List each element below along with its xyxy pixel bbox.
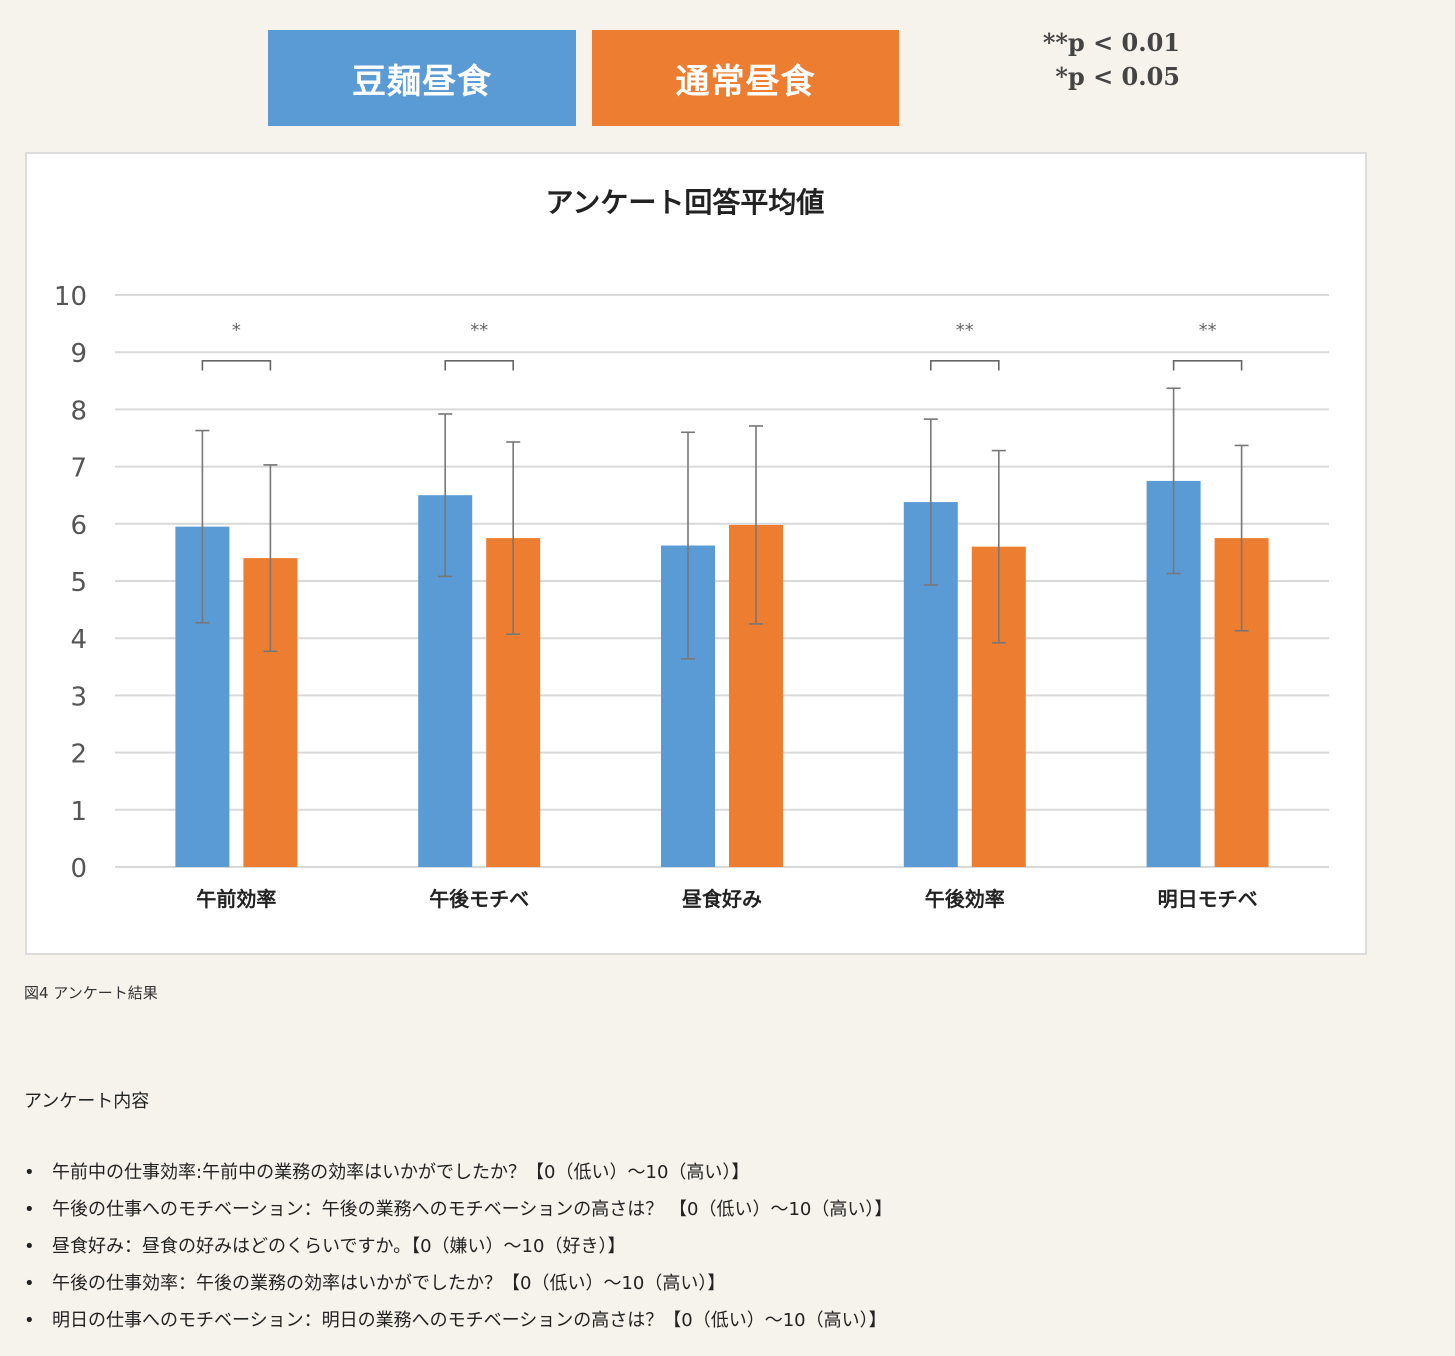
figure-caption: 図4 アンケート結果: [24, 984, 158, 1002]
y-tick-label: 3: [70, 682, 87, 712]
y-tick-label: 7: [70, 454, 87, 484]
y-tick-label: 0: [70, 854, 87, 884]
significance-bracket: [201, 359, 272, 371]
x-category-label: 昼食好み: [682, 887, 762, 911]
significance-bracket: [1172, 359, 1243, 371]
x-category-label: 午前効率: [196, 887, 276, 911]
legend-tofu-lunch: 豆麺昼食: [268, 30, 576, 126]
significance-note-p005: *p < 0.05: [1055, 62, 1180, 91]
y-tick-label: 6: [70, 511, 87, 541]
y-tick-label: 10: [54, 282, 87, 312]
legend-normal-lunch: 通常昼食: [592, 30, 899, 126]
y-tick-label: 4: [70, 625, 87, 655]
significance-bracket: [930, 359, 1000, 371]
list-item: 昼食好み：昼食の好みはどのくらいですか。【0（嫌い）～10（好き）】: [24, 1232, 892, 1269]
list-item: 午後の仕事へのモチベーション：午後の業務へのモチベーションの高さは？ 【0（低い…: [24, 1195, 892, 1232]
chart-container: アンケート回答平均値 0 1 2 3 4 5 6 7 8 9 10 * ** ** ** 午前効率 午後モチ…: [25, 152, 1367, 955]
significance-bracket: [444, 359, 514, 371]
y-tick-label: 9: [70, 339, 87, 369]
x-category-label: 午後効率: [925, 887, 1005, 911]
survey-items-list: 午前中の仕事効率:午前中の業務の効率はいかがでしたか？【0（低い）～10（高い）…: [24, 1158, 892, 1343]
x-category-label: 明日モチベ: [1158, 887, 1258, 911]
list-item: 午前中の仕事効率:午前中の業務の効率はいかがでしたか？【0（低い）～10（高い）…: [24, 1158, 892, 1195]
significance-marker: **: [1199, 320, 1217, 341]
y-tick-label: 8: [70, 396, 87, 426]
survey-heading: アンケート内容: [24, 1091, 150, 1112]
chart-title: アンケート回答平均値: [546, 186, 825, 219]
significance-note-p001: **p < 0.01: [1042, 28, 1180, 57]
list-item: 午後の仕事効率：午後の業務の効率はいかがでしたか？【0（低い）～10（高い）】: [24, 1269, 892, 1306]
x-category-label: 午後モチベ: [429, 887, 529, 911]
list-item: 明日の仕事へのモチベーション：明日の業務へのモチベーションの高さは？【0（低い）…: [24, 1306, 892, 1343]
y-tick-label: 1: [70, 797, 87, 827]
significance-marker: **: [470, 320, 488, 341]
significance-marker: *: [232, 320, 241, 341]
significance-marker: **: [956, 320, 974, 341]
y-tick-label: 5: [70, 568, 87, 598]
y-tick-label: 2: [70, 740, 87, 770]
